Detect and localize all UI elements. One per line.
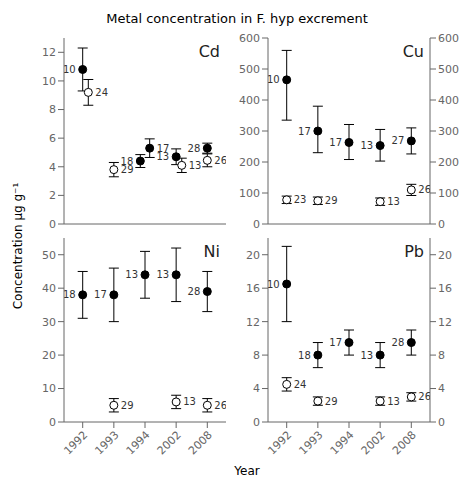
svg-text:4: 4: [438, 382, 445, 395]
svg-text:29: 29: [121, 164, 134, 175]
svg-text:600: 600: [438, 32, 459, 45]
svg-text:4: 4: [253, 382, 260, 395]
svg-text:10: 10: [42, 75, 56, 88]
svg-text:8: 8: [49, 103, 56, 116]
svg-text:200: 200: [438, 156, 459, 169]
svg-text:28: 28: [188, 143, 201, 154]
svg-text:500: 500: [239, 63, 260, 76]
svg-text:17: 17: [298, 126, 311, 137]
svg-text:13: 13: [387, 396, 400, 407]
svg-text:400: 400: [239, 94, 260, 107]
svg-text:300: 300: [239, 125, 260, 138]
svg-text:18: 18: [64, 289, 76, 300]
html-text:Ni: Ni: [203, 242, 220, 261]
svg-text:26: 26: [214, 400, 226, 411]
svg-text:1992: 1992: [61, 428, 90, 457]
svg-text:2: 2: [49, 189, 56, 202]
svg-text:8: 8: [253, 349, 260, 362]
svg-text:29: 29: [325, 396, 338, 407]
svg-text:0: 0: [438, 218, 445, 230]
svg-text:24: 24: [95, 87, 108, 98]
svg-text:100: 100: [438, 187, 459, 200]
svg-text:13: 13: [360, 350, 373, 361]
svg-text:13: 13: [156, 151, 169, 162]
svg-text:2002: 2002: [359, 428, 388, 457]
svg-text:26: 26: [418, 184, 430, 195]
svg-text:17: 17: [156, 142, 170, 154]
svg-text:17: 17: [329, 137, 342, 148]
svg-text:26: 26: [214, 155, 226, 166]
svg-text:10: 10: [268, 74, 280, 85]
svg-text:16: 16: [246, 282, 260, 295]
svg-text:13: 13: [387, 196, 400, 207]
svg-text:27: 27: [392, 135, 405, 146]
svg-text:10: 10: [42, 382, 56, 395]
html-text:Concentration μg g⁻¹: Concentration μg g⁻¹: [11, 182, 25, 310]
svg-text:4: 4: [49, 161, 56, 174]
html-text:Cu: Cu: [402, 42, 424, 61]
svg-text:1994: 1994: [328, 428, 357, 457]
svg-text:2008: 2008: [186, 428, 215, 457]
svg-text:29: 29: [121, 400, 134, 411]
svg-text:13: 13: [189, 160, 202, 171]
svg-text:20: 20: [246, 249, 260, 262]
svg-text:300: 300: [438, 125, 459, 138]
svg-text:18: 18: [298, 350, 311, 361]
svg-text:13: 13: [125, 269, 138, 280]
svg-text:20: 20: [42, 349, 56, 362]
svg-text:23: 23: [294, 194, 307, 205]
html-text:Metal concentration in F. hyp: Metal concentration in F. hyp excrement: [106, 11, 368, 26]
svg-text:10: 10: [268, 279, 280, 290]
svg-text:12: 12: [438, 316, 452, 329]
svg-text:18: 18: [120, 155, 134, 167]
svg-text:600: 600: [239, 32, 260, 45]
svg-text:29: 29: [325, 195, 338, 206]
svg-text:0: 0: [49, 218, 56, 230]
svg-text:1993: 1993: [92, 428, 121, 457]
svg-text:50: 50: [42, 249, 56, 262]
svg-text:0: 0: [253, 416, 260, 429]
svg-text:12: 12: [246, 316, 260, 329]
html-text:Cd: Cd: [198, 42, 220, 61]
svg-text:13: 13: [360, 140, 373, 151]
svg-text:8: 8: [438, 349, 445, 362]
svg-text:20: 20: [438, 249, 452, 262]
svg-text:0: 0: [438, 416, 445, 429]
svg-text:17: 17: [329, 337, 342, 348]
svg-text:24: 24: [294, 379, 307, 390]
svg-text:1992: 1992: [265, 428, 294, 457]
svg-text:6: 6: [49, 132, 56, 145]
svg-text:12: 12: [42, 46, 56, 59]
svg-text:0: 0: [49, 416, 56, 429]
svg-text:400: 400: [438, 94, 459, 107]
svg-text:1993: 1993: [296, 428, 325, 457]
svg-text:0: 0: [253, 218, 260, 230]
svg-text:26: 26: [418, 391, 430, 402]
svg-text:16: 16: [438, 282, 452, 295]
svg-text:40: 40: [42, 282, 56, 295]
svg-text:28: 28: [188, 286, 201, 297]
svg-text:2002: 2002: [155, 428, 184, 457]
html-text:Year: Year: [234, 464, 260, 478]
svg-text:10: 10: [64, 64, 76, 75]
svg-text:13: 13: [183, 396, 196, 407]
html-text:Pb: Pb: [404, 242, 424, 261]
svg-text:13: 13: [156, 269, 169, 280]
svg-text:100: 100: [239, 187, 260, 200]
svg-text:1994: 1994: [124, 428, 153, 457]
svg-text:28: 28: [392, 337, 405, 348]
svg-text:30: 30: [42, 316, 56, 329]
svg-text:2008: 2008: [390, 428, 419, 457]
svg-text:500: 500: [438, 63, 459, 76]
svg-text:200: 200: [239, 156, 260, 169]
svg-text:17: 17: [94, 289, 107, 300]
